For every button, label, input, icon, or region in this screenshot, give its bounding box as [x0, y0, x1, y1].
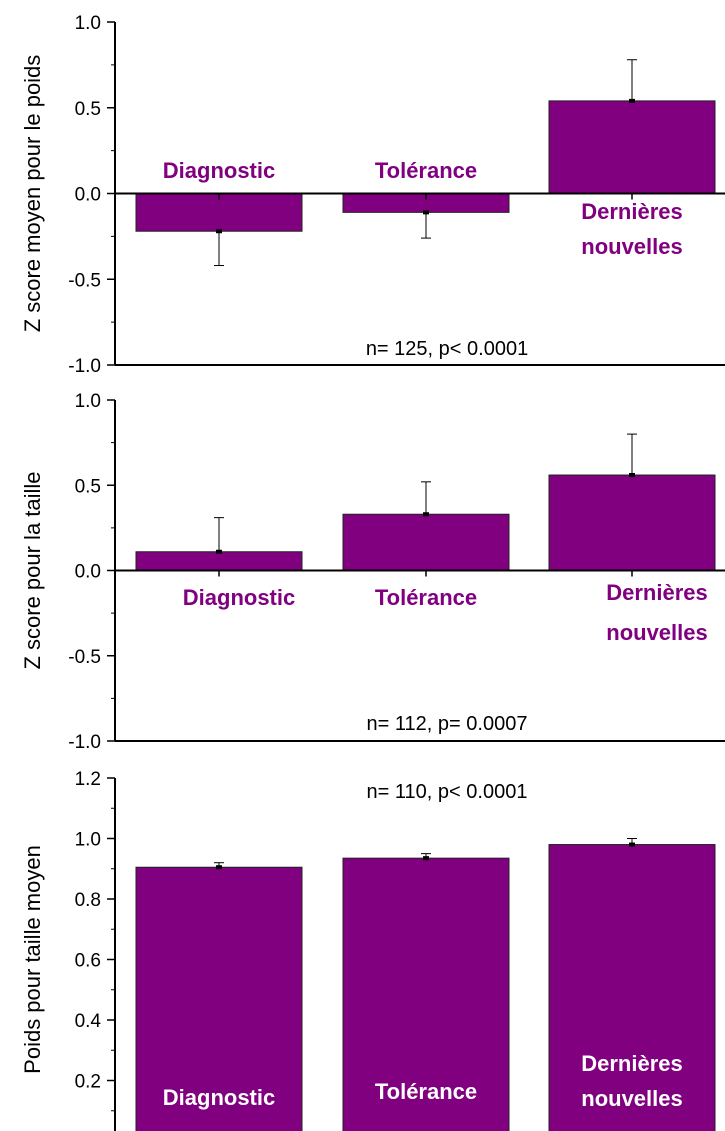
y-tick-label: 1.0: [75, 391, 101, 412]
y-tick-label: 1.0: [75, 13, 101, 34]
category-label: Diagnostic: [163, 158, 275, 183]
y-tick-label: 0.0: [75, 562, 101, 583]
category-label: Diagnostic: [163, 1085, 275, 1110]
bar-1: [135, 866, 303, 1131]
y-axis-title: Z score pour la taille: [20, 471, 45, 669]
y-tick-label: 0.8: [75, 890, 101, 911]
y-tick-label: 0.5: [75, 476, 101, 497]
category-label: Dernières: [581, 1051, 683, 1076]
category-label: nouvelles: [581, 234, 682, 259]
error-bar-2: [421, 853, 431, 861]
error-mean-marker: [423, 210, 429, 215]
bar-3: [548, 844, 716, 1131]
error-mean-marker: [216, 865, 222, 870]
y-tick-label: 0.5: [75, 99, 101, 120]
category-label: Tolérance: [375, 1079, 477, 1104]
error-bar-1: [214, 517, 224, 554]
error-mean-marker: [423, 512, 429, 517]
y-axis-title: Z score moyen pour le poids: [20, 55, 45, 333]
bar-1: [135, 193, 303, 232]
bar-1: [135, 551, 303, 571]
stats-annotation: n= 125, p< 0.0001: [366, 338, 528, 360]
error-mean-marker: [629, 98, 635, 103]
stats-annotation: n= 112, p= 0.0007: [367, 713, 528, 735]
y-tick-label: 0.0: [75, 185, 101, 206]
category-label: Dernières: [606, 580, 708, 605]
category-label: nouvelles: [606, 620, 707, 645]
error-bar-2: [421, 210, 431, 239]
chart-panel-3: 1.21.00.80.60.40.20.0Poids pour taille m…: [20, 769, 716, 1131]
error-mean-marker: [629, 842, 635, 847]
y-tick-label: 0.4: [75, 1011, 102, 1032]
y-tick-label: -1.0: [68, 356, 101, 377]
error-mean-marker: [216, 549, 222, 554]
chart-panel-2: 1.0 0.5 0.0 -0.5 -1.0 Z score pour la taille D…: [20, 391, 725, 753]
bar-2: [342, 513, 510, 571]
error-bar-2: [421, 481, 431, 517]
y-tick-label: 1.2: [75, 769, 101, 790]
bar-3: [548, 100, 716, 194]
y-tick-label: -1.0: [68, 732, 101, 753]
error-bar-3: [627, 433, 637, 478]
bar-3: [548, 474, 716, 571]
category-label: nouvelles: [581, 1086, 682, 1111]
category-label: Diagnostic: [183, 585, 295, 610]
category-label: Tolérance: [375, 158, 477, 183]
bar-2: [342, 857, 510, 1131]
category-label: Tolérance: [375, 585, 477, 610]
error-mean-marker: [629, 473, 635, 478]
y-axis-title: Poids pour taille moyen: [20, 845, 45, 1074]
y-tick-label: 1.0: [75, 830, 101, 851]
y-tick-label: -0.5: [68, 270, 101, 291]
error-bar-1: [214, 229, 224, 267]
y-tick-label: 0.2: [75, 1072, 101, 1093]
error-bar-3: [627, 59, 637, 103]
error-mean-marker: [423, 856, 429, 861]
category-label: Dernières: [581, 199, 683, 224]
y-tick-label: 0.6: [75, 951, 101, 972]
y-tick-label: -0.5: [68, 647, 101, 668]
error-bar-3: [627, 838, 637, 847]
error-bar-1: [214, 862, 224, 870]
chart-panel-1: 1.0 0.5 0.0 -0.5 -1.0 Z score moyen pour le p…: [20, 13, 725, 377]
error-mean-marker: [216, 229, 222, 234]
stats-annotation: n= 110, p< 0.0001: [367, 781, 528, 803]
